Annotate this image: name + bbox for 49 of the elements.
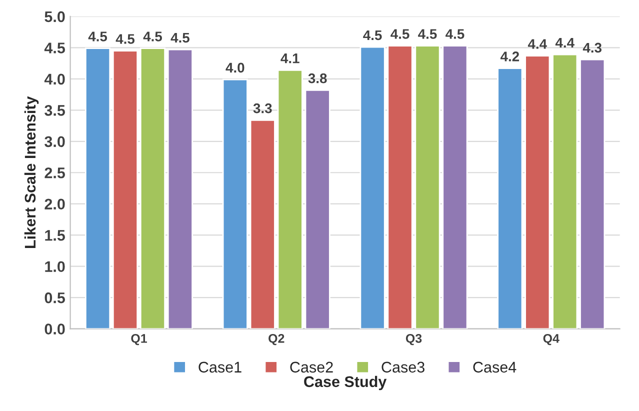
y-tick-label: 0.5 [44,292,66,304]
bar [524,55,550,329]
data-label: 4.5 [170,32,190,43]
bar [277,69,303,329]
data-label: 4.5 [446,29,464,39]
data-label: 4.5 [116,34,135,44]
y-tick-label: 3.5 [44,105,66,116]
y-tick-label: 0.0 [44,324,65,334]
data-label: 3.3 [253,103,272,114]
legend-label: Case1 [198,362,242,373]
y-tick-label: 1.0 [45,261,65,272]
data-label: 4.5 [143,32,162,42]
data-label: 4.1 [280,54,300,64]
bar [552,54,578,329]
bar [140,48,166,329]
x-tick-label: Q3 [406,334,422,346]
x-axis-title: Case Study [304,376,387,390]
bar [304,89,330,329]
y-tick-label: 4.5 [44,42,66,54]
data-label: 4.5 [390,29,410,39]
y-tick-label: 2.0 [44,198,65,210]
bar [250,119,276,329]
x-tick-label: Q1 [131,334,147,346]
legend-label: Case3 [382,362,424,373]
legend-label: Case4 [473,362,516,373]
data-label: 4.5 [363,30,382,40]
data-label: 4.0 [226,62,244,73]
data-label: 4.4 [528,39,547,49]
data-label: 4.5 [418,29,437,39]
data-label: 3.8 [308,73,327,84]
y-tick-label: 4.0 [44,74,65,85]
bar [84,48,111,329]
bar [222,78,248,329]
bar [497,68,523,329]
y-tick-label: 5.0 [44,11,65,22]
x-tick-label: Q2 [268,334,284,346]
data-label: 4.2 [500,52,520,62]
bar [167,48,193,329]
x-tick-label: Q4 [543,334,560,346]
bar [580,58,606,329]
y-axis-title: Likert Scale Intensity [24,96,39,248]
y-tick-label: 3.0 [44,136,65,148]
legend-label: Case2 [290,362,333,373]
bar [112,50,138,329]
data-label: 4.3 [582,42,602,53]
y-tick-label: 1.5 [45,230,66,241]
y-tick-label: 2.5 [44,167,66,178]
data-label: 4.5 [88,32,108,42]
data-label: 4.4 [555,38,574,48]
